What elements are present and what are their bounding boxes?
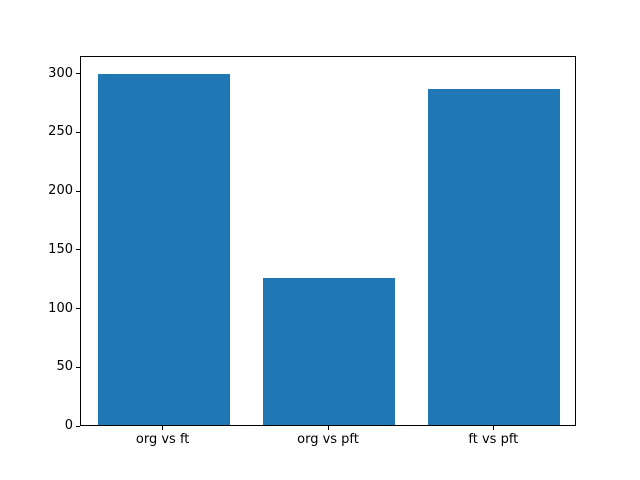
x-tick-label-org-vs-pft: org vs pft bbox=[297, 432, 359, 447]
plot-area bbox=[80, 56, 576, 426]
x-tick-label-ft-vs-pft: ft vs pft bbox=[468, 432, 519, 447]
y-tick-label: 100 bbox=[48, 300, 73, 316]
y-tick-label: 250 bbox=[48, 124, 73, 140]
y-tick-label: 200 bbox=[48, 183, 73, 199]
y-tick-label: 300 bbox=[48, 65, 73, 81]
bar-ft-vs-pft bbox=[428, 89, 561, 425]
y-tick-label: 150 bbox=[48, 241, 73, 257]
y-tick-label: 0 bbox=[64, 418, 73, 433]
y-tick-label: 50 bbox=[56, 359, 73, 375]
x-tick-mark bbox=[492, 426, 494, 430]
x-tick-mark bbox=[162, 426, 164, 430]
x-tick-mark bbox=[327, 426, 329, 430]
bars-container bbox=[81, 57, 575, 425]
bar-org-vs-ft bbox=[97, 73, 230, 425]
bar-org-vs-pft bbox=[262, 278, 396, 425]
x-tick-label-org-vs-ft: org vs ft bbox=[135, 432, 190, 447]
